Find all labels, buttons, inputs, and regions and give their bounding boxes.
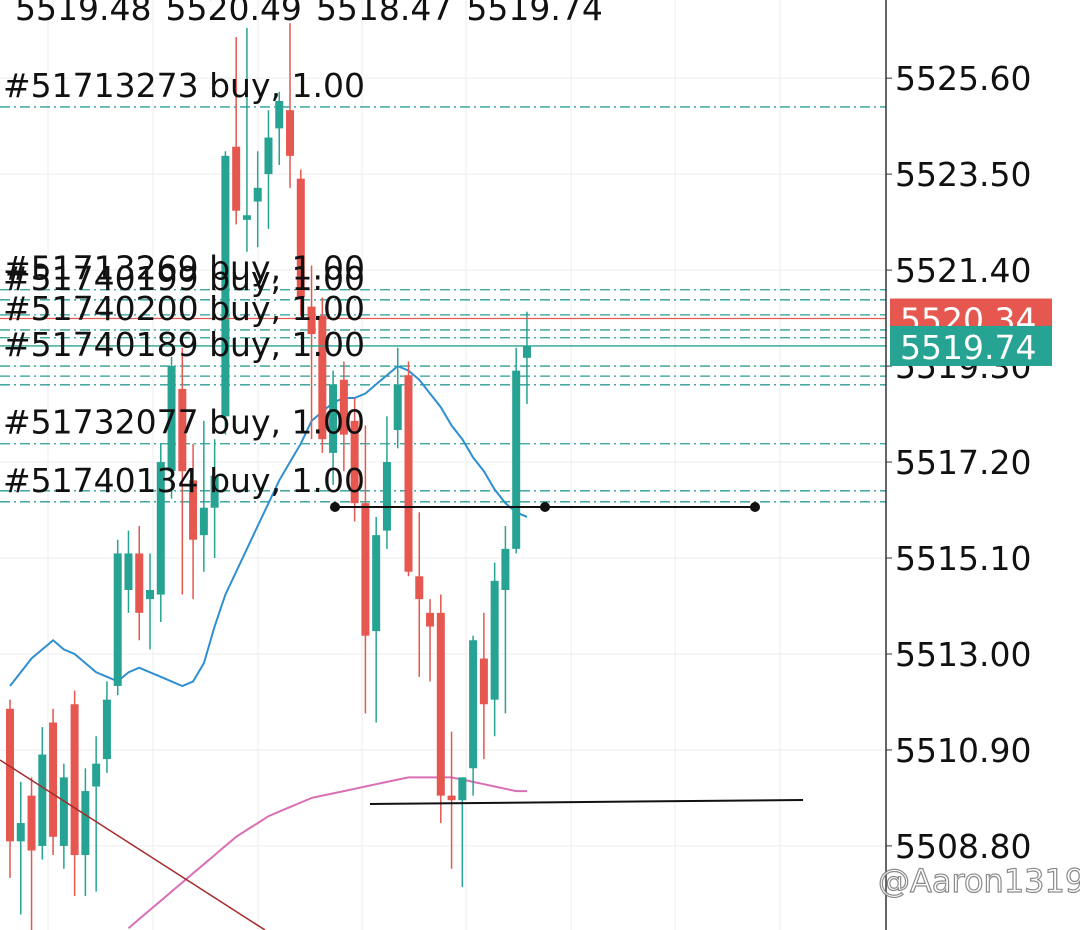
candle-body <box>81 791 90 856</box>
candle-body <box>6 708 14 842</box>
candle-body <box>501 548 510 590</box>
anchor <box>540 502 550 512</box>
y-tick-label: 5513.00 <box>895 635 1031 674</box>
candle-body <box>167 366 176 472</box>
y-tick-label: 5521.40 <box>895 251 1031 290</box>
bid-badge <box>890 325 1052 366</box>
candle-body <box>350 420 359 504</box>
candle-body <box>242 215 251 220</box>
candle-body <box>307 306 316 335</box>
candle-body <box>70 704 79 856</box>
drawings <box>0 502 804 930</box>
order-label: #51713273 buy, 1.00 <box>3 66 365 105</box>
candle-body <box>92 763 101 787</box>
low-value: 5518.47 <box>316 0 452 28</box>
candle-body <box>135 553 144 613</box>
plot <box>0 23 886 930</box>
candle-body <box>372 535 381 632</box>
order-label: #51732077 buy, 1.00 <box>3 403 365 442</box>
candle-body <box>393 384 402 431</box>
candle-body <box>404 375 413 572</box>
candle-body <box>415 576 424 600</box>
order-label: #51740200 buy, 1.00 <box>3 289 365 328</box>
candle-body <box>382 462 391 531</box>
ohlc-header: 5519.48 5520.49 5518.47 5519.74 <box>15 0 603 28</box>
candle-body <box>436 612 445 796</box>
candle-body <box>199 507 208 536</box>
candle-body <box>232 146 241 211</box>
y-tick-label: 5515.10 <box>895 539 1031 578</box>
y-tick-label: 5517.20 <box>895 443 1031 482</box>
candle-body <box>426 612 435 627</box>
candle-body <box>189 480 198 540</box>
candle-body <box>275 100 284 129</box>
order-label: #51740199 buy, 1.00 <box>3 259 365 298</box>
candle-body <box>447 795 456 801</box>
price-axis: 5525.605523.505521.405519.305517.205515.… <box>886 59 1052 866</box>
support-line <box>369 799 804 805</box>
candle-body <box>156 462 165 595</box>
y-tick-label: 5525.60 <box>895 59 1031 98</box>
close-value: 5519.74 <box>466 0 602 28</box>
candle-body <box>318 315 327 440</box>
candle-body <box>469 640 478 769</box>
candle-body <box>146 589 155 600</box>
watermark-text: @Aaron1319 <box>878 862 1080 900</box>
candle-body <box>329 384 338 453</box>
candle-body <box>512 370 521 549</box>
candle-body <box>253 187 262 202</box>
candle-body <box>296 178 305 298</box>
candle-body <box>264 137 273 175</box>
order-label: #51740189 buy, 1.00 <box>3 325 365 364</box>
candle-body <box>479 658 488 705</box>
anchor <box>750 502 760 512</box>
candle-body <box>361 503 370 636</box>
candle-body <box>27 795 36 851</box>
order-label: #51713269 buy, 1.00 <box>3 249 365 288</box>
candle-body <box>38 754 47 846</box>
watermark-icon <box>845 865 875 895</box>
open-value: 5519.48 <box>15 0 151 28</box>
y-tick-label: 5508.80 <box>895 827 1031 866</box>
candle-body <box>522 345 531 358</box>
order-labels: #51713273 buy, 1.00#51713269 buy, 1.00#5… <box>3 66 365 500</box>
bid-label: 5519.74 <box>900 328 1036 367</box>
moving-average <box>9 364 528 688</box>
candle-body <box>178 388 187 472</box>
anchor <box>330 502 340 512</box>
y-tick-label: 5510.90 <box>895 731 1031 770</box>
candle-body <box>102 699 111 760</box>
candle-body <box>210 475 219 508</box>
candle-body <box>221 155 230 417</box>
trend-line <box>0 759 266 930</box>
order-label: #51740134 buy, 1.00 <box>3 461 365 500</box>
watermark: @Aaron1319 <box>845 861 1080 901</box>
candle-body <box>286 110 295 156</box>
y-tick-label: 5523.50 <box>895 155 1031 194</box>
candle-body <box>16 823 25 842</box>
candle-body <box>124 553 133 590</box>
candle-body <box>490 580 499 700</box>
candle-body <box>59 777 68 846</box>
candle-body <box>458 777 467 801</box>
candle-body <box>339 379 348 435</box>
high-value: 5520.49 <box>165 0 301 28</box>
candle-body <box>49 722 58 837</box>
candle-body <box>113 553 122 686</box>
